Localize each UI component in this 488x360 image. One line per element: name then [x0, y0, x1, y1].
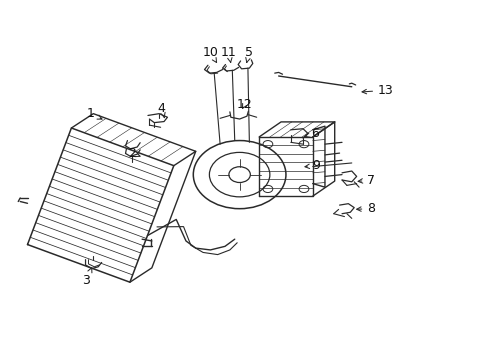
- Text: 1: 1: [87, 107, 102, 120]
- Text: 7: 7: [357, 174, 374, 186]
- Text: 6: 6: [305, 127, 319, 140]
- Text: 3: 3: [82, 268, 92, 287]
- Text: 10: 10: [202, 46, 218, 63]
- Text: 4: 4: [157, 102, 165, 118]
- Text: 12: 12: [236, 98, 252, 111]
- Text: 13: 13: [361, 84, 393, 97]
- Text: 5: 5: [245, 46, 253, 62]
- Text: 9: 9: [305, 159, 320, 172]
- Text: 11: 11: [221, 46, 236, 62]
- Text: 2: 2: [128, 147, 140, 159]
- Text: 8: 8: [356, 202, 374, 215]
